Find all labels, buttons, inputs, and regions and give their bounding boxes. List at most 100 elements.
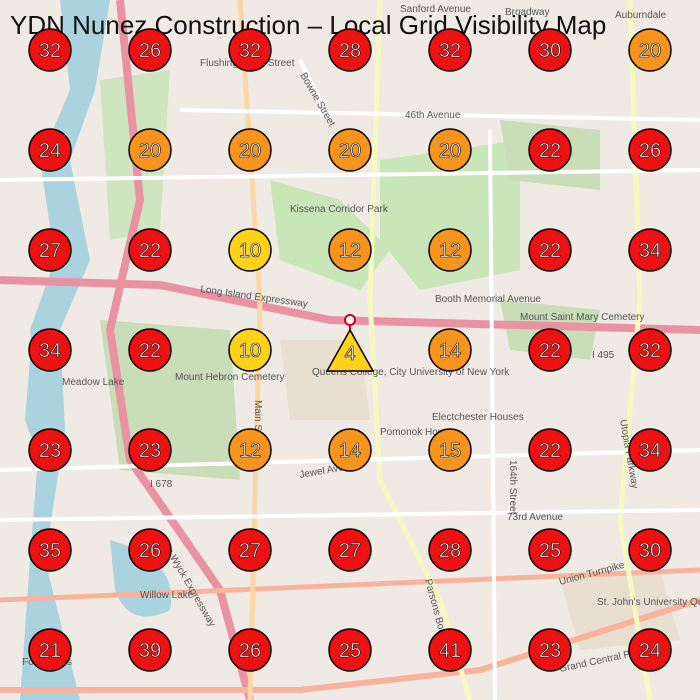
map-label: 46th Avenue — [405, 110, 461, 121]
map-label: Broadway — [505, 7, 549, 18]
grid-cell — [528, 528, 572, 572]
grid-cell — [428, 228, 472, 272]
grid-cell — [528, 328, 572, 372]
grid-cell — [328, 128, 372, 172]
grid-cell — [428, 28, 472, 72]
site-marker: 4 — [325, 314, 375, 372]
grid-cell-value: 22 — [539, 340, 561, 362]
map-label: Electchester Houses — [432, 412, 524, 423]
grid-cell-value: 12 — [439, 240, 461, 262]
grid-cell-value: 15 — [439, 440, 461, 462]
grid-cell — [228, 128, 272, 172]
grid-cell — [528, 228, 572, 272]
grid-cell — [128, 528, 172, 572]
map-label: St. John's University Queens Campus — [597, 597, 700, 608]
grid-cell-value: 25 — [539, 540, 561, 562]
grid-cell — [628, 428, 672, 472]
map-label: Mount Saint Mary Cemetery — [520, 312, 645, 323]
grid-cell — [328, 428, 372, 472]
grid-cell-value: 28 — [439, 540, 461, 562]
grid-cell-value: 27 — [39, 240, 61, 262]
site-value: 4 — [344, 343, 355, 365]
grid-cell-value: 20 — [239, 140, 261, 162]
map-label: 164th Street — [507, 460, 518, 515]
grid-cell — [28, 128, 72, 172]
grid-cell — [628, 528, 672, 572]
grid-cell-value: 14 — [339, 440, 361, 462]
grid-cell — [328, 28, 372, 72]
grid-cell-value: 12 — [339, 240, 361, 262]
grid-cell — [128, 328, 172, 372]
grid-cell — [228, 428, 272, 472]
grid-cell-value: 32 — [439, 40, 461, 62]
grid-cell — [28, 528, 72, 572]
map-label: Main Street — [252, 400, 263, 451]
grid-cell — [428, 128, 472, 172]
grid-cell-value: 32 — [639, 340, 661, 362]
grid-cell — [628, 28, 672, 72]
grid-cell-value: 21 — [39, 640, 61, 662]
grid-cell-value: 27 — [339, 540, 361, 562]
grid-cell-value: 24 — [639, 640, 661, 662]
grid-cell-value: 22 — [139, 240, 161, 262]
grid-cell-value: 32 — [39, 40, 61, 62]
grid-cell-value: 39 — [139, 640, 161, 662]
grid-cell — [328, 228, 372, 272]
site-triangle — [325, 328, 375, 372]
grid-cell-value: 10 — [239, 340, 261, 362]
grid-cell-value: 20 — [639, 40, 661, 62]
map-label: Auburndale — [615, 10, 667, 21]
grid-cell — [28, 328, 72, 372]
grid-cell-value: 20 — [139, 140, 161, 162]
grid-cell-value: 22 — [139, 340, 161, 362]
grid-cell — [228, 228, 272, 272]
grid-cell — [128, 428, 172, 472]
grid-cell — [28, 428, 72, 472]
grid-cell-value: 26 — [639, 140, 661, 162]
grid-cell-value: 27 — [239, 540, 261, 562]
map-label: Booth Memorial Avenue — [435, 294, 541, 305]
grid-cell-value: 10 — [239, 240, 261, 262]
grid-cell-value: 26 — [139, 540, 161, 562]
grid-cell-value: 20 — [339, 140, 361, 162]
grid-cell-value: 23 — [539, 640, 561, 662]
map-label: Willow Lake — [140, 590, 194, 601]
map-label: Queens College, City University of New Y… — [312, 367, 510, 378]
grid-cell — [628, 228, 672, 272]
map-label: Kissena Corridor Park — [290, 204, 389, 215]
grid-cell-value: 24 — [39, 140, 61, 162]
grid-cell — [628, 628, 672, 672]
grid-cell-value: 30 — [639, 540, 661, 562]
grid-cell-value: 26 — [139, 40, 161, 62]
grid-cell — [228, 28, 272, 72]
grid-cell — [528, 628, 572, 672]
grid-cell — [328, 628, 372, 672]
map-label: I 495 — [592, 350, 615, 361]
grid-cell — [28, 228, 72, 272]
map-label: I 678 — [150, 479, 173, 490]
map-label: 73rd Avenue — [507, 512, 563, 523]
grid-cell-value: 30 — [539, 40, 561, 62]
grid-cell-value: 22 — [539, 440, 561, 462]
grid-cell-value: 23 — [139, 440, 161, 462]
grid-cell — [228, 628, 272, 672]
grid-cell-value: 34 — [39, 340, 61, 362]
grid-cell-value: 28 — [339, 40, 361, 62]
grid-cell — [128, 628, 172, 672]
grid-cell-value: 34 — [639, 240, 661, 262]
grid-cell — [528, 428, 572, 472]
grid-cell — [528, 128, 572, 172]
grid-cell-value: 22 — [539, 140, 561, 162]
map-label: Pomonok Houses — [380, 427, 459, 438]
visibility-grid: 32 26 32 28 32 30 20 24 20 20 20 20 22 26 27 22 10 12 12 22… — [28, 28, 672, 672]
grid-cell-value: 20 — [439, 140, 461, 162]
grid-cell — [228, 328, 272, 372]
map-label: Mount Hebron Cemetery — [175, 372, 285, 383]
grid-cell — [528, 28, 572, 72]
grid-cell-value: 41 — [439, 640, 461, 662]
grid-cell-value: 14 — [439, 340, 461, 362]
map-title: YDN Nunez Construction – Local Grid Visi… — [10, 10, 606, 40]
grid-cell-value: 23 — [39, 440, 61, 462]
grid-cell — [428, 328, 472, 372]
